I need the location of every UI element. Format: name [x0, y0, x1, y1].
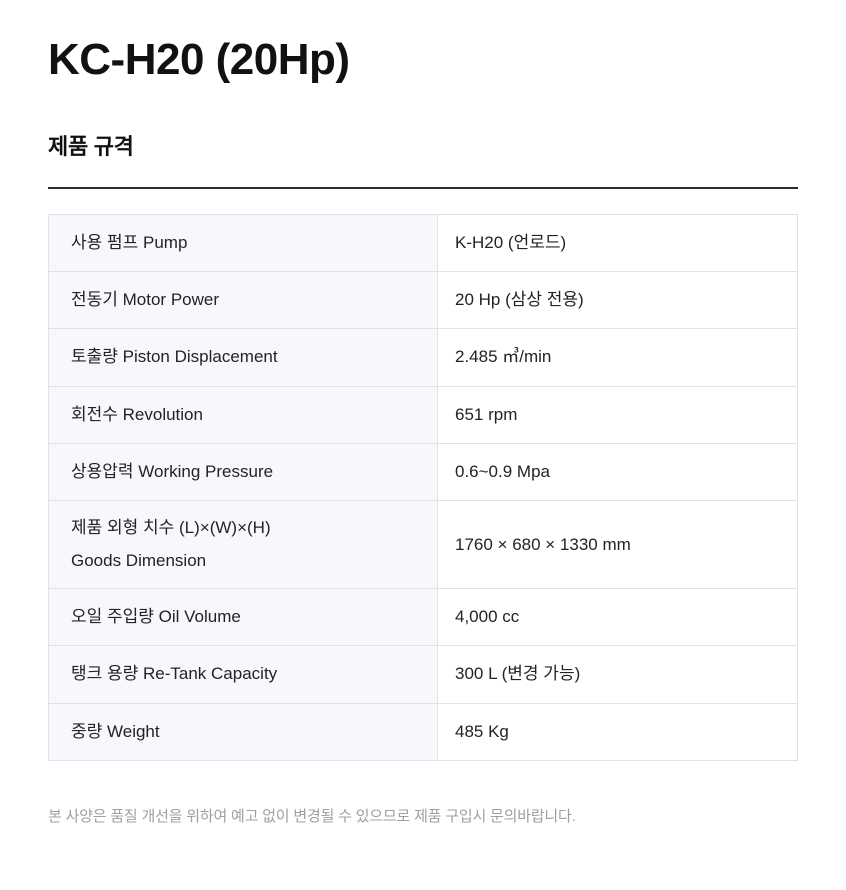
spec-label-text: 토출량 Piston Displacement	[71, 347, 278, 367]
table-row: 토출량 Piston Displacement 2.485 ㎥/min	[48, 328, 798, 387]
spec-label-cell: 탱크 용량 Re-Tank Capacity	[48, 645, 438, 704]
spec-label-cell: 토출량 Piston Displacement	[48, 328, 438, 387]
spec-value-cell: 0.6~0.9 Mpa	[437, 442, 798, 502]
spec-table-body: 사용 펌프 Pump K-H20 (언로드) 전동기 Motor Power 2…	[48, 213, 798, 762]
table-row: 회전수 Revolution 651 rpm	[48, 385, 798, 445]
spec-value-cell: 2.485 ㎥/min	[437, 328, 798, 387]
spec-value-cell: 300 L (변경 가능)	[437, 645, 798, 704]
page-title: KC-H20 (20Hp)	[48, 35, 350, 84]
table-row: 오일 주입량 Oil Volume 4,000 cc	[48, 588, 798, 647]
spec-label-cell: 사용 펌프 Pump	[48, 213, 438, 272]
spec-value-cell: K-H20 (언로드)	[437, 213, 798, 272]
spec-change-notice: 본 사양은 품질 개선을 위하여 예고 없이 변경될 수 있으므로 제품 구입시…	[48, 808, 576, 826]
table-row: 제품 외형 치수 (L)×(W)×(H) Goods Dimension 1760…	[48, 500, 798, 590]
spec-label-text: 중량 Weight	[71, 721, 160, 741]
spec-value-cell: 20 Hp (삼상 전용)	[437, 270, 798, 330]
spec-label-text: 사용 펌프 Pump	[71, 232, 188, 252]
spec-label-text: 회전수 Revolution	[71, 404, 203, 424]
table-row: 사용 펌프 Pump K-H20 (언로드)	[48, 213, 798, 272]
table-row: 탱크 용량 Re-Tank Capacity 300 L (변경 가능)	[48, 645, 798, 704]
spec-value-cell: 4,000 cc	[437, 588, 798, 647]
spec-label-cell: 상용압력 Working Pressure	[48, 442, 438, 502]
spec-value-cell: 651 rpm	[437, 385, 798, 445]
section-divider	[48, 186, 798, 189]
spec-label-cell: 제품 외형 치수 (L)×(W)×(H) Goods Dimension	[48, 500, 438, 590]
spec-label-text: 오일 주입량 Oil Volume	[71, 607, 241, 627]
spec-label-cell: 오일 주입량 Oil Volume	[48, 588, 438, 647]
spec-table-container: 사용 펌프 Pump K-H20 (언로드) 전동기 Motor Power 2…	[48, 213, 798, 762]
spec-section-heading: 제품 규격	[48, 134, 134, 160]
table-row: 전동기 Motor Power 20 Hp (삼상 전용)	[48, 270, 798, 330]
spec-label-text: 탱크 용량 Re-Tank Capacity	[71, 664, 278, 684]
table-row: 상용압력 Working Pressure 0.6~0.9 Mpa	[48, 442, 798, 502]
spec-label-text-line1: 제품 외형 치수 (L)×(W)×(H)	[71, 518, 271, 538]
product-spec-table: 사용 펌프 Pump K-H20 (언로드) 전동기 Motor Power 2…	[48, 213, 798, 762]
spec-label-text: 전동기 Motor Power	[71, 289, 220, 309]
table-row: 중량 Weight 485 Kg	[48, 702, 798, 762]
spec-value-cell: 485 Kg	[437, 702, 798, 762]
spec-label-cell: 전동기 Motor Power	[48, 270, 438, 330]
spec-value-cell: 1760 × 680 × 1330 mm	[437, 500, 798, 590]
spec-label-text-line2: Goods Dimension	[71, 550, 207, 570]
spec-label-text: 상용압력 Working Pressure	[71, 462, 274, 481]
spec-label-cell: 중량 Weight	[48, 702, 438, 762]
spec-label-cell: 회전수 Revolution	[48, 385, 438, 445]
